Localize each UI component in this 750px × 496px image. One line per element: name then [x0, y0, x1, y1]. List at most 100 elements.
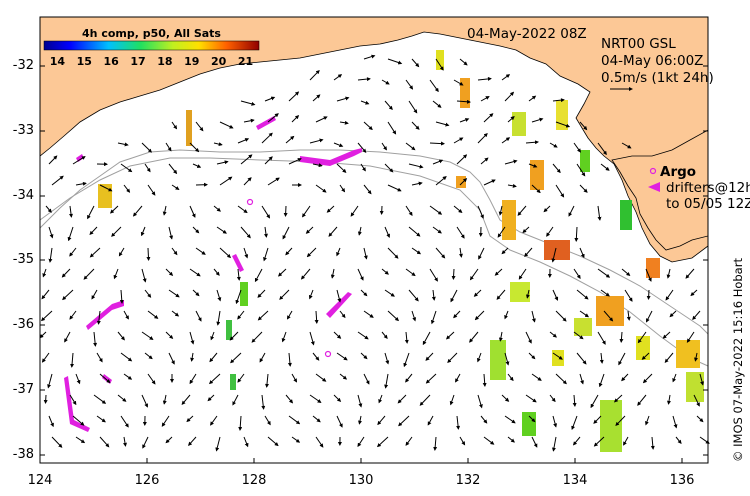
current-vector [480, 157, 489, 165]
current-vector [384, 100, 393, 111]
current-vector [429, 205, 443, 215]
current-vector [267, 113, 279, 123]
current-vector [555, 310, 567, 322]
map-date: 04-May-2022 08Z [467, 26, 587, 42]
current-vector [579, 373, 584, 385]
current-vector [504, 159, 518, 165]
current-vector [432, 159, 444, 165]
current-vector [411, 121, 420, 130]
current-vector [477, 132, 488, 144]
current-vector [267, 436, 279, 447]
current-vector [312, 94, 321, 102]
current-vector [453, 137, 464, 144]
current-vector [476, 352, 482, 363]
current-vector [690, 289, 698, 297]
current-vector [694, 352, 698, 362]
current-vector [209, 352, 218, 363]
current-vector [501, 247, 509, 255]
current-vector [119, 289, 124, 304]
current-vector [507, 373, 514, 382]
current-vector [357, 268, 364, 281]
current-vector [699, 373, 704, 386]
current-vector [497, 226, 506, 238]
current-vector [504, 91, 515, 102]
current-vector [528, 163, 538, 168]
current-vector [287, 310, 293, 320]
current-vector [531, 436, 538, 448]
drifters-legend-label: drifters@12h [666, 180, 750, 196]
current-vector [282, 226, 290, 240]
argo-legend-label: Argo [660, 164, 697, 180]
current-vector [315, 116, 328, 123]
current-vector [450, 289, 458, 303]
current-vector [141, 142, 153, 153]
current-vector [69, 310, 77, 320]
longitude-label: 128 [241, 473, 267, 488]
current-vector [64, 331, 71, 343]
current-vector [546, 226, 554, 237]
current-vector [363, 54, 376, 60]
current-vector [219, 121, 234, 129]
current-vector [469, 268, 479, 281]
current-vector [384, 373, 389, 389]
current-vector [419, 394, 431, 406]
current-vector [573, 331, 584, 340]
current-vector [207, 394, 215, 402]
current-vector [579, 184, 588, 193]
current-vector [531, 373, 542, 381]
current-vector [308, 289, 314, 300]
current-vector [384, 289, 395, 297]
current-vector [117, 331, 125, 341]
current-vector [387, 310, 400, 322]
current-vector [69, 394, 77, 406]
current-vector [306, 247, 317, 258]
current-vector [240, 100, 256, 106]
current-vector [291, 373, 297, 383]
current-vector [590, 394, 599, 409]
current-vector [315, 436, 324, 448]
current-vector [637, 394, 647, 406]
current-vector [363, 310, 374, 318]
current-vector [552, 289, 559, 301]
current-vector [261, 394, 266, 410]
current-vector [333, 394, 342, 403]
colorbar-tick-label: 15 [76, 55, 92, 68]
current-vector [120, 163, 133, 173]
current-vector [381, 142, 387, 151]
current-vector [70, 352, 75, 368]
current-vector [51, 436, 63, 448]
current-vector [51, 175, 64, 186]
current-vector [96, 352, 103, 363]
current-vector [326, 205, 335, 213]
current-vector [397, 394, 407, 404]
current-vector [123, 184, 131, 193]
current-vector [528, 415, 536, 423]
current-vector [195, 247, 206, 255]
current-vector [576, 289, 589, 300]
current-vector [336, 352, 348, 361]
current-vector [232, 394, 239, 406]
current-vector [314, 310, 319, 324]
current-vector [189, 373, 197, 385]
latitude-label: -32 [12, 58, 34, 73]
current-vector [456, 154, 468, 165]
current-vector [41, 352, 50, 363]
current-vector [507, 183, 517, 188]
current-vector [141, 268, 147, 283]
current-vector [168, 289, 180, 298]
current-vector [453, 310, 461, 319]
current-vector [571, 415, 578, 431]
current-vector [408, 289, 419, 302]
current-vector [186, 415, 194, 423]
current-vector [411, 247, 422, 255]
current-vector [91, 289, 98, 300]
current-vector [431, 289, 436, 301]
current-vector [453, 205, 463, 214]
current-vector [411, 310, 417, 322]
current-vector [597, 331, 606, 345]
current-vector [123, 310, 129, 320]
current-vector [216, 160, 229, 165]
current-vector [405, 268, 416, 277]
current-vector [229, 331, 239, 341]
current-vector [141, 394, 148, 408]
